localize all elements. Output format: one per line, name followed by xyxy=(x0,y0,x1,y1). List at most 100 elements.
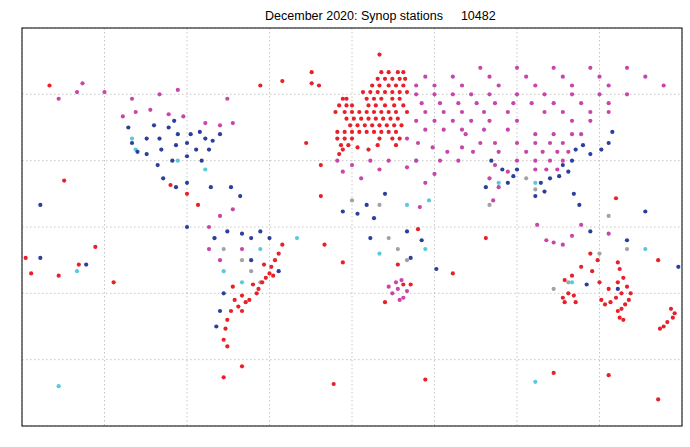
station-dot xyxy=(552,132,556,136)
station-dot xyxy=(377,203,381,207)
station-dot xyxy=(548,141,552,145)
station-dot xyxy=(438,159,442,163)
station-dot xyxy=(214,324,218,328)
station-dot xyxy=(506,181,510,185)
station-dot xyxy=(497,150,501,154)
station-dot xyxy=(533,194,537,198)
station-dot xyxy=(432,83,436,87)
station-dot xyxy=(623,302,627,306)
station-dot xyxy=(363,123,367,127)
station-dot xyxy=(432,119,436,123)
station-dot xyxy=(377,123,381,127)
station-dot xyxy=(260,280,264,284)
station-dot xyxy=(379,110,383,114)
station-dot xyxy=(258,229,262,233)
station-dot xyxy=(491,198,495,202)
station-dot xyxy=(570,280,574,284)
station-dot xyxy=(396,262,400,266)
station-dot xyxy=(277,251,281,255)
station-dot xyxy=(176,132,180,136)
station-dot xyxy=(478,141,482,145)
station-dot xyxy=(566,291,570,295)
station-dot xyxy=(319,163,323,167)
station-dot xyxy=(366,117,370,121)
station-dot xyxy=(218,132,222,136)
station-dot xyxy=(673,311,677,315)
station-dot xyxy=(387,110,391,114)
station-dot xyxy=(130,136,134,140)
station-series xyxy=(57,66,666,302)
station-dot xyxy=(346,143,350,147)
station-dot xyxy=(130,141,134,145)
station-dot xyxy=(212,236,216,240)
station-dot xyxy=(561,243,565,247)
stations xyxy=(24,52,681,401)
station-dot xyxy=(544,167,548,171)
station-dot xyxy=(625,66,629,70)
station-dot xyxy=(343,130,347,134)
station-dot xyxy=(267,236,271,240)
station-dot xyxy=(170,159,174,163)
station-dot xyxy=(414,159,418,163)
station-dot xyxy=(662,324,666,328)
station-dot xyxy=(597,280,601,284)
station-dot xyxy=(566,150,570,154)
station-dot xyxy=(588,66,592,70)
station-dot xyxy=(207,225,211,229)
station-dot xyxy=(665,320,669,324)
station-dot xyxy=(451,271,455,275)
station-dot xyxy=(588,110,592,114)
station-dot xyxy=(377,167,381,171)
station-dot xyxy=(399,123,403,127)
station-dot xyxy=(262,262,266,266)
station-dot xyxy=(533,141,537,145)
station-dot xyxy=(643,209,647,213)
station-dot xyxy=(102,90,106,94)
station-dot xyxy=(387,285,391,289)
map-chart: December 2020: Synop stations10482 xyxy=(0,0,690,447)
station-dot xyxy=(368,159,372,163)
station-dot xyxy=(341,148,345,152)
station-dot xyxy=(335,159,339,163)
station-dot xyxy=(533,167,537,171)
station-dot xyxy=(387,159,391,163)
station-dot xyxy=(396,287,400,291)
station-dot xyxy=(135,150,139,154)
station-dot xyxy=(335,130,339,134)
station-dot xyxy=(77,262,81,266)
station-dot xyxy=(203,136,207,140)
station-dot xyxy=(159,148,163,152)
station-dot xyxy=(366,103,370,107)
station-dot xyxy=(487,75,491,79)
station-dot xyxy=(231,207,235,211)
station-dot xyxy=(563,300,567,304)
station-dot xyxy=(319,194,323,198)
station-dot xyxy=(487,203,491,207)
station-dot xyxy=(387,130,391,134)
station-dot xyxy=(225,97,229,101)
station-dot xyxy=(148,108,152,112)
station-dot xyxy=(185,141,189,145)
station-dot xyxy=(176,159,180,163)
station-dot xyxy=(442,128,446,132)
station-dot xyxy=(121,114,125,118)
station-dot xyxy=(656,397,660,401)
station-dot xyxy=(350,130,354,134)
station-dot xyxy=(387,236,391,240)
station-dot xyxy=(475,101,479,105)
station-dot xyxy=(277,269,281,273)
station-dot xyxy=(618,316,622,320)
station-dot xyxy=(423,75,427,79)
station-series xyxy=(212,176,629,291)
station-dot xyxy=(372,130,376,134)
station-dot xyxy=(416,227,420,231)
station-dot xyxy=(579,265,583,269)
station-dot xyxy=(570,132,574,136)
station-dot xyxy=(561,110,565,114)
station-dot xyxy=(379,130,383,134)
station-dot xyxy=(392,123,396,127)
station-dot xyxy=(418,205,422,209)
station-dot xyxy=(405,90,409,94)
station-dot xyxy=(579,132,583,136)
grid-line-y xyxy=(22,160,682,161)
